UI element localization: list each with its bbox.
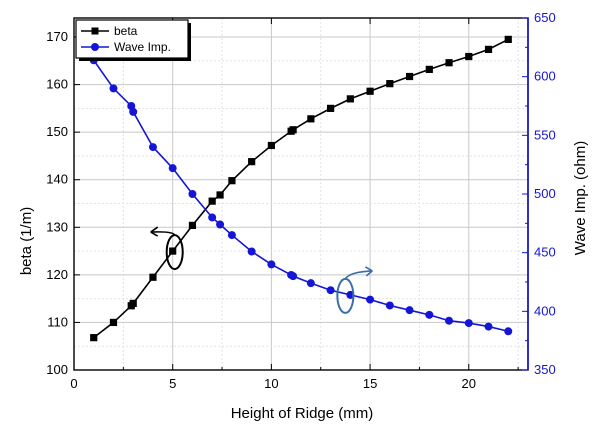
series-line-wave-imp [93, 59, 509, 333]
data-point-wave-imp [129, 107, 138, 116]
y-right-tick-label: 550 [534, 127, 556, 142]
data-point-wave-imp [267, 260, 276, 269]
y-left-tick-label: 140 [46, 172, 68, 187]
data-point-beta [484, 45, 493, 53]
y-right-tick-label: 600 [534, 69, 556, 84]
x-tick-label: 20 [462, 376, 476, 391]
legend: beta Wave Imp. [75, 19, 191, 61]
data-point-wave-imp [109, 84, 118, 93]
y-right-tick-label: 350 [534, 362, 556, 377]
data-point-beta [386, 80, 394, 88]
plot-frame [73, 17, 529, 371]
data-point-wave-imp [289, 272, 298, 281]
legend-box [75, 19, 189, 59]
y-left-tick-label: 170 [46, 29, 68, 44]
x-tick-label: 10 [264, 376, 278, 391]
y-right-tick-label: 450 [534, 245, 556, 260]
x-tick-label: 15 [363, 376, 377, 391]
data-point-wave-imp [216, 220, 225, 229]
legend-marker-wave-imp [91, 43, 99, 51]
data-point-wave-imp [385, 301, 394, 310]
y-left-tick-label: 150 [46, 124, 68, 139]
data-point-beta [307, 115, 315, 123]
data-point-wave-imp [168, 164, 177, 173]
legend-label-beta: beta [114, 24, 138, 38]
data-point-beta [188, 221, 197, 229]
y-left-tick-label: 120 [46, 267, 68, 282]
data-point-beta [445, 59, 453, 67]
y-left-tick-label: 130 [46, 219, 68, 234]
data-point-wave-imp [227, 231, 236, 240]
x-tick-label: 5 [169, 376, 176, 391]
data-point-beta [228, 177, 236, 185]
data-point-wave-imp [484, 322, 493, 331]
annotations [150, 226, 373, 314]
y-left-tick-label: 110 [47, 314, 68, 329]
series-group [89, 35, 513, 342]
data-point-wave-imp [445, 316, 454, 325]
data-point-beta [149, 273, 157, 281]
data-point-beta [248, 158, 256, 166]
data-point-wave-imp [148, 143, 157, 152]
annotation-arrow-wave-imp [344, 270, 373, 280]
annotation-arrowhead-wave-imp [364, 266, 373, 277]
annotation-arrow-beta [150, 231, 176, 236]
y-left-tick-label: 160 [46, 77, 68, 92]
plot-border [73, 17, 529, 371]
data-point-beta [129, 299, 137, 308]
data-point-wave-imp [326, 286, 335, 295]
grid [73, 18, 528, 371]
data-point-beta [208, 197, 216, 205]
data-point-beta [504, 35, 512, 44]
legend-marker-beta [91, 27, 99, 35]
data-point-beta [216, 191, 224, 199]
data-point-wave-imp [425, 310, 434, 319]
data-point-beta [109, 318, 118, 327]
data-point-beta [90, 334, 98, 342]
annotation-arrowhead-beta [150, 226, 159, 237]
data-point-beta [346, 95, 354, 103]
data-point-beta [465, 52, 473, 61]
y-right-tick-label: 650 [534, 10, 556, 25]
data-point-wave-imp [405, 306, 414, 315]
y-left-tick-label: 100 [46, 362, 68, 377]
y-right-tick-label: 500 [534, 186, 556, 201]
data-point-wave-imp [188, 190, 197, 198]
data-point-wave-imp [306, 279, 315, 288]
x-axis-title: Height of Ridge (mm) [231, 405, 374, 422]
data-point-beta [289, 126, 297, 134]
data-point-wave-imp [247, 247, 256, 256]
legend-label-wave-imp: Wave Imp. [114, 40, 171, 54]
data-point-beta [405, 72, 414, 81]
axis-ticks: 0 5 10 15 20 100 110 120 130 140 150 160 170 350 400 45… [46, 10, 555, 391]
data-point-wave-imp [366, 295, 375, 304]
data-point-beta [267, 141, 275, 150]
data-point-wave-imp [208, 213, 217, 222]
data-point-beta [425, 65, 433, 73]
y-right-tick-label: 400 [534, 303, 556, 318]
y-axis-left-title: beta (1/m) [18, 207, 35, 275]
data-point-beta [169, 247, 177, 255]
data-point-beta [366, 87, 374, 95]
data-point-wave-imp [504, 327, 513, 336]
data-point-wave-imp [464, 319, 473, 328]
y-axis-right-title: Wave Imp. (ohm) [572, 141, 589, 255]
data-point-beta [327, 104, 335, 112]
x-tick-label: 0 [70, 376, 77, 391]
